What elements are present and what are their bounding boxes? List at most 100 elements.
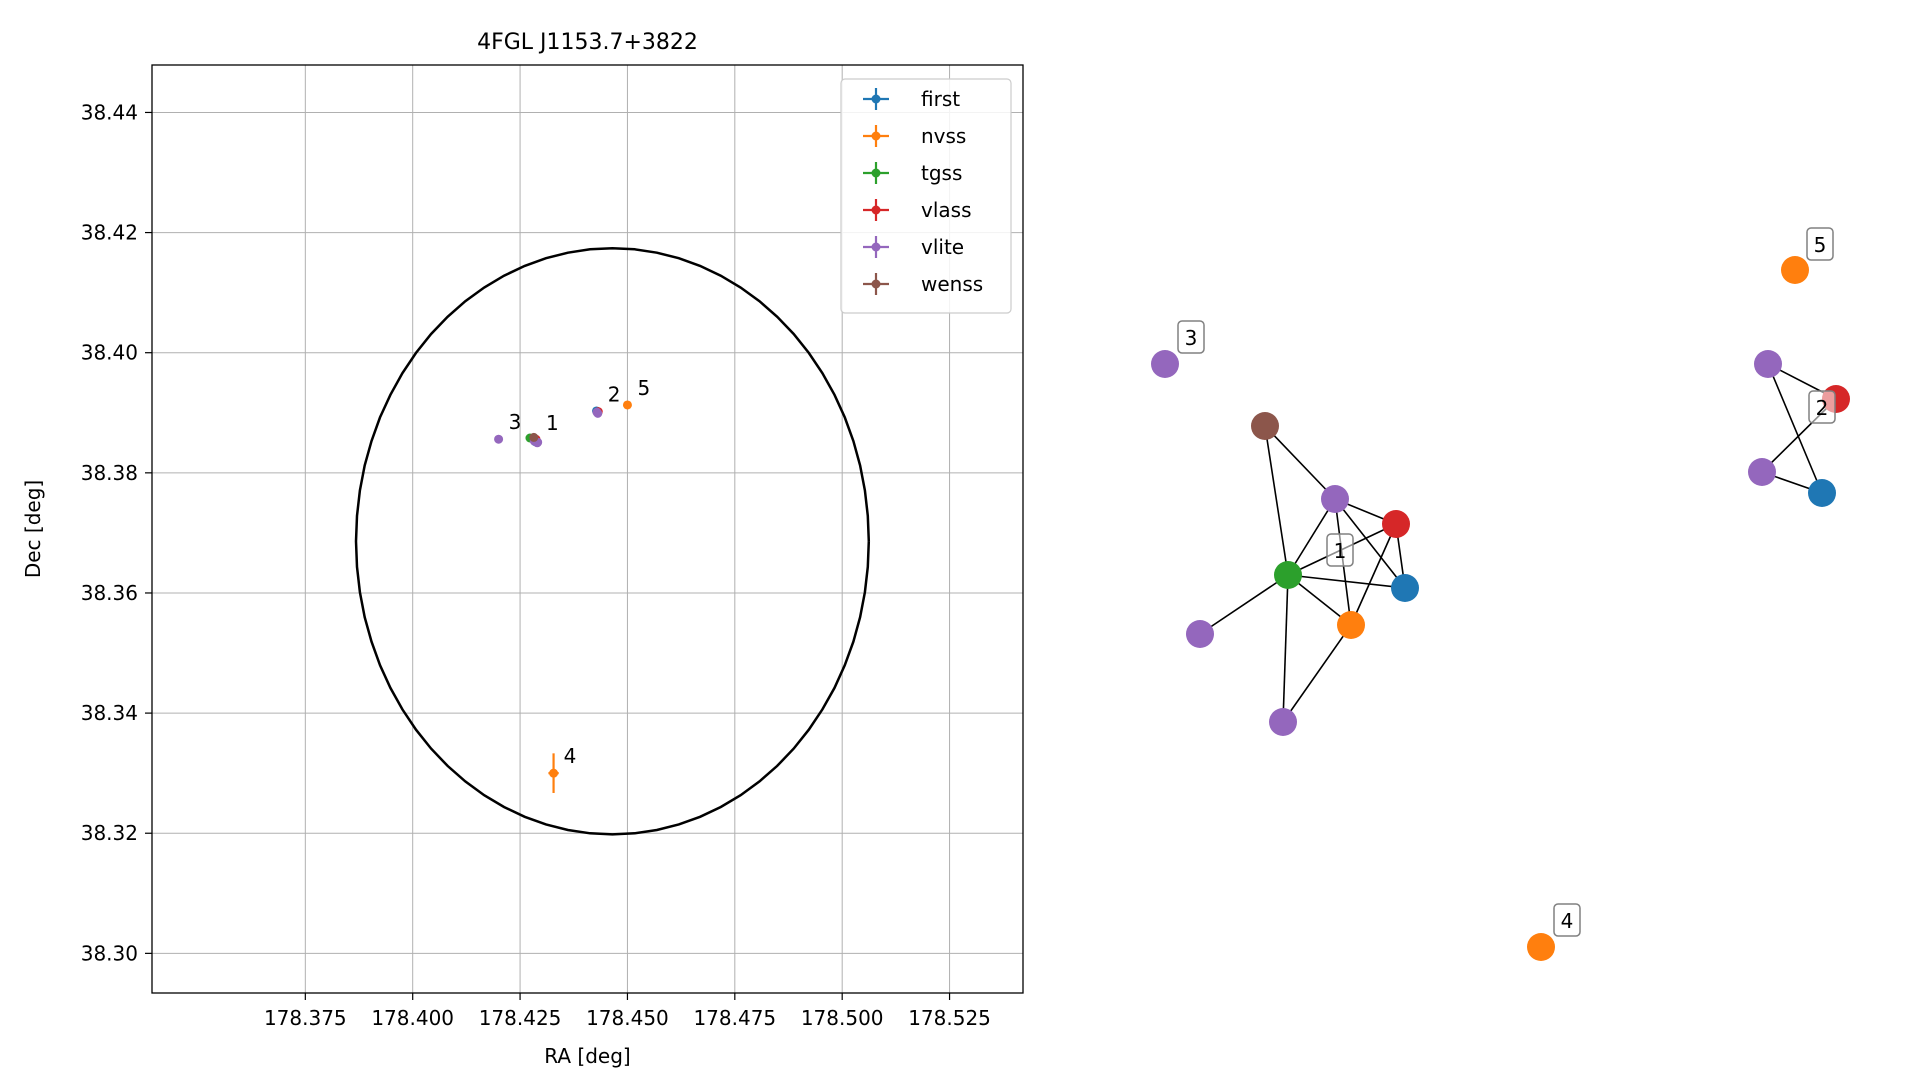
- node-label-box: [1177, 320, 1205, 354]
- x-tick-label: 178.525: [908, 1006, 991, 1030]
- legend-marker-dot: [871, 94, 881, 104]
- network-edge: [1264, 425, 1336, 500]
- y-tick-label: 38.30: [81, 941, 138, 965]
- legend-marker-dot: [871, 242, 881, 252]
- series-wenss: [529, 432, 539, 442]
- x-tick-label: 178.425: [479, 1006, 562, 1030]
- network-node: [1274, 561, 1302, 589]
- x-axis-label: RA [deg]: [544, 1044, 630, 1068]
- legend-marker-dot: [871, 131, 881, 141]
- node-label-text: 2: [1816, 396, 1829, 420]
- network-node-labels: 3 1 4 5 2: [1177, 227, 1836, 937]
- node-label-4: 4: [1553, 903, 1581, 937]
- network-node: [1748, 458, 1776, 486]
- legend-item-nvss: nvss: [863, 124, 966, 148]
- legend-label: first: [921, 87, 960, 111]
- network-edge: [1282, 574, 1289, 723]
- legend: first nvss tgss vlass vlite wenss: [840, 78, 1012, 314]
- legend-marker-dot: [871, 205, 881, 215]
- x-tick-label: 178.450: [586, 1006, 669, 1030]
- legend-item-tgss: tgss: [863, 161, 962, 185]
- y-axis-label: Dec [deg]: [21, 480, 45, 578]
- legend-item-first: first: [863, 87, 960, 111]
- network-node: [1391, 574, 1419, 602]
- error-ellipse-layer: [354, 246, 871, 836]
- network-node: [1527, 933, 1555, 961]
- group-label: 1: [546, 411, 559, 435]
- network-node: [1382, 510, 1410, 538]
- series-vlass: [531, 407, 603, 444]
- y-tick-label: 38.34: [81, 701, 138, 725]
- group-label: 5: [637, 376, 650, 400]
- data-point-nvss: [549, 768, 559, 778]
- node-label-1: 1: [1326, 533, 1354, 567]
- legend-label: tgss: [921, 161, 962, 185]
- network-edge: [1199, 574, 1289, 635]
- node-label-box: [1326, 533, 1354, 567]
- node-label-5: 5: [1806, 227, 1834, 261]
- network-edge: [1334, 498, 1406, 589]
- x-tick-label: 178.500: [801, 1006, 884, 1030]
- x-axis-ticks: 178.375 178.400 178.425 178.450 178.475 178.5…: [264, 993, 991, 1030]
- legend-item-vlass: vlass: [863, 198, 972, 222]
- node-label-3: 3: [1177, 320, 1205, 354]
- network-edge: [1264, 425, 1289, 576]
- node-label-text: 4: [1561, 909, 1574, 933]
- node-label-box: [1553, 903, 1581, 937]
- legend-item-vlite: vlite: [863, 235, 964, 259]
- network-node: [1321, 485, 1349, 513]
- group-label: 3: [509, 410, 522, 434]
- data-point-vlite: [494, 434, 504, 444]
- legend-label: nvss: [921, 124, 966, 148]
- group-label: 2: [608, 383, 621, 407]
- node-label-box: [1808, 390, 1836, 424]
- network-nodes: [1151, 256, 1850, 961]
- axes-frame: [151, 64, 1024, 994]
- network-panel: 3 1 4 5 2: [1151, 227, 1850, 961]
- network-node: [1337, 611, 1365, 639]
- y-tick-label: 38.44: [81, 100, 138, 124]
- network-edge: [1287, 574, 1406, 589]
- network-edge: [1282, 624, 1352, 723]
- group-label: 4: [564, 744, 577, 768]
- network-node: [1186, 620, 1214, 648]
- network-edge: [1350, 523, 1397, 626]
- node-label-text: 3: [1185, 326, 1198, 350]
- node-label-text: 1: [1334, 539, 1347, 563]
- legend-marker-dot: [871, 279, 881, 289]
- network-node: [1251, 412, 1279, 440]
- y-tick-label: 38.42: [81, 221, 138, 245]
- group-labels: 1 2 3 4 5: [509, 376, 651, 768]
- network-node: [1781, 256, 1809, 284]
- y-tick-label: 38.36: [81, 581, 138, 605]
- data-point-nvss: [622, 400, 632, 410]
- node-label-text: 5: [1814, 233, 1827, 257]
- legend-label: vlass: [921, 198, 972, 222]
- data-point-wenss: [529, 432, 539, 442]
- y-tick-label: 38.38: [81, 461, 138, 485]
- x-tick-label: 178.400: [371, 1006, 454, 1030]
- legend-box: [840, 78, 1012, 314]
- x-tick-label: 178.375: [264, 1006, 347, 1030]
- network-node: [1269, 708, 1297, 736]
- y-tick-label: 38.32: [81, 821, 138, 845]
- legend-label: wenss: [921, 272, 983, 296]
- node-label-2: 2: [1808, 390, 1836, 424]
- x-tick-label: 178.475: [693, 1006, 776, 1030]
- legend-label: vlite: [921, 235, 964, 259]
- data-points: [494, 400, 632, 793]
- node-label-box: [1806, 227, 1834, 261]
- network-node: [1151, 350, 1179, 378]
- network-node: [1754, 350, 1782, 378]
- legend-marker-dot: [871, 168, 881, 178]
- y-axis-ticks: 38.30 38.32 38.34 38.36 38.38 38.40 38.42 38.44: [81, 100, 152, 965]
- chart-title: 4FGL J1153.7+3822: [477, 30, 698, 55]
- network-edge: [1767, 363, 1823, 494]
- series-nvss: [529, 400, 632, 793]
- y-tick-label: 38.40: [81, 341, 138, 365]
- network-edge: [1287, 498, 1336, 576]
- network-node: [1808, 479, 1836, 507]
- legend-item-wenss: wenss: [863, 272, 983, 296]
